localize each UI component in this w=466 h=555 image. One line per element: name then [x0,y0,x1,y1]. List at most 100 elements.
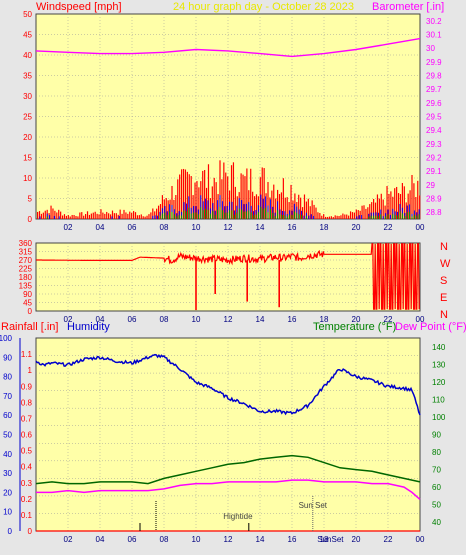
barometer-y-tick: 30.2 [426,17,442,26]
humidity-y-tick: 10 [3,508,12,517]
direction-y-tick: 180 [19,273,33,282]
humidity-line [35,353,421,416]
wind-y-tick: 20 [23,133,32,142]
x-tick-label: 14 [256,535,265,544]
x-tick-label: 12 [224,535,233,544]
direction-y-tick: 45 [23,299,32,308]
rain-y-tick: 0.8 [21,398,33,407]
temperature-y-tick: 100 [432,413,446,422]
x-tick-label: 00 [416,315,425,324]
wind-y-tick: 25 [23,113,32,122]
x-tick-label: 22 [384,223,393,232]
wind-y-tick: 40 [23,51,32,60]
x-tick-label: 18 [320,315,329,324]
rainfall-axis-title: Rainfall [.in] [1,321,58,333]
temperature-y-tick: 130 [432,360,446,369]
humidity-y-tick: 80 [3,373,12,382]
barometer-y-tick: 29.4 [426,126,442,135]
x-tick-label: 22 [384,535,393,544]
x-tick-label: 12 [224,315,233,324]
temperature-y-tick: 70 [432,466,441,475]
rain-y-tick: 0.5 [21,447,33,456]
x-tick-label: 10 [192,535,201,544]
barometer-y-tick: 29.8 [426,72,442,81]
barometer-y-tick: 28.8 [426,208,442,217]
wind-y-tick: 30 [23,92,32,101]
temperature-line [35,454,421,485]
rain-y-tick: 1 [28,366,33,375]
graph-title: 24 hour graph day - October 28 2023 [173,1,354,13]
wind-y-tick: 50 [23,10,32,19]
x-tick-label: 02 [64,223,73,232]
rain-y-tick: 0.4 [21,463,33,472]
x-tick-label: 14 [256,223,265,232]
wind-y-tick: 15 [23,154,32,163]
wind-y-tick: 0 [28,215,33,224]
barometer-y-tick: 29.5 [426,113,442,122]
temperature-y-tick: 50 [432,501,441,510]
x-tick-label: 06 [128,315,137,324]
x-tick-label: 04 [96,315,105,324]
direction-y-tick: 90 [23,290,32,299]
dewpoint-line [36,479,421,500]
humidity-y-tick: 20 [3,488,12,497]
x-tick-label: 04 [96,535,105,544]
direction-y-tick: 360 [19,239,33,248]
barometer-axis-title: Barometer [.in] [372,1,444,13]
humidity-y-tick: 90 [3,353,12,362]
direction-line [36,243,420,310]
humidity-y-tick: 0 [8,527,13,536]
temperature-y-tick: 80 [432,448,441,457]
hightide-label: Hightide [223,512,253,521]
x-tick-label: 04 [96,223,105,232]
humidity-y-tick: 60 [3,411,12,420]
barometer-y-tick: 30.1 [426,31,442,40]
barometer-y-tick: 29.2 [426,154,442,163]
x-tick-label: 22 [384,315,393,324]
rain-y-tick: 1.1 [21,350,33,359]
x-tick-label: 02 [64,315,73,324]
barometer-y-tick: 29 [426,181,435,190]
rain-y-tick: 0.9 [21,382,33,391]
wind-y-tick: 35 [23,72,32,81]
x-tick-label: 10 [192,223,201,232]
sunset-label: Sun Set [299,501,328,510]
barometer-line [35,37,421,58]
humidity-y-tick: 70 [3,392,12,401]
temperature-y-tick: 120 [432,378,446,387]
sunset-axis-label: SunSet [317,535,344,544]
barometer-y-tick: 29.7 [426,85,442,94]
x-tick-label: 06 [128,535,137,544]
rain-y-tick: 0.1 [21,511,33,520]
wind-y-tick: 10 [23,174,32,183]
x-tick-label: 06 [128,223,137,232]
humidity-y-tick: 40 [3,450,12,459]
barometer-y-tick: 30 [426,44,435,53]
temperature-y-tick: 40 [432,518,441,527]
rain-y-tick: 0.3 [21,479,33,488]
compass-label: S [440,275,447,287]
x-tick-label: 16 [288,535,297,544]
x-tick-label: 12 [224,223,233,232]
humidity-y-tick: 30 [3,469,12,478]
direction-y-tick: 225 [19,265,33,274]
x-tick-label: 00 [416,535,425,544]
x-tick-label: 16 [288,223,297,232]
temperature-axis-title: Temperature (°F) [313,321,396,333]
wind-y-tick: 45 [23,31,32,40]
x-tick-label: 10 [192,315,201,324]
humidity-y-tick: 100 [0,334,13,343]
dewpoint-axis-title: Dew Point (°F) [395,321,466,333]
x-tick-label: 02 [64,535,73,544]
barometer-y-tick: 29.3 [426,140,442,149]
wind-y-tick: 5 [28,195,33,204]
rain-y-tick: 0.6 [21,431,33,440]
direction-y-tick: 135 [19,282,33,291]
compass-label: W [440,258,451,270]
direction-y-tick: 270 [19,256,33,265]
x-tick-label: 20 [352,223,361,232]
rain-y-tick: 0.2 [21,495,33,504]
x-tick-label: 18 [320,223,329,232]
